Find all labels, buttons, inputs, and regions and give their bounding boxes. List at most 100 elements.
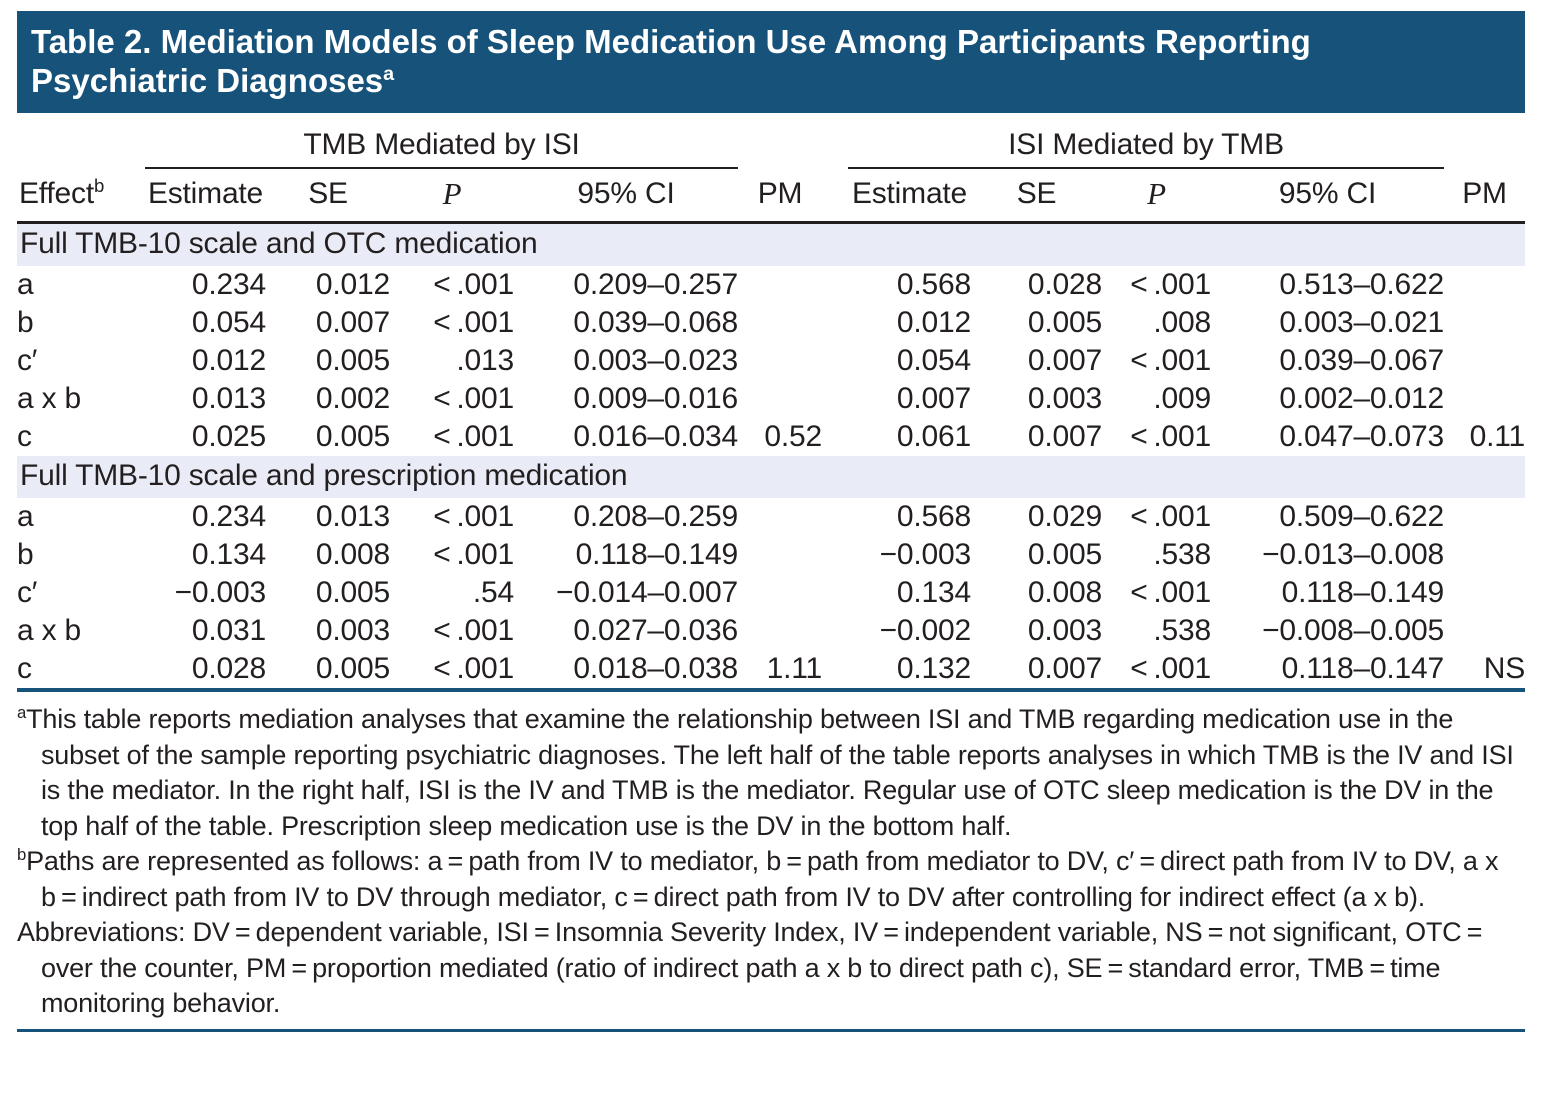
estimate-cell: 0.568 [896, 268, 971, 301]
pm-cell [738, 304, 822, 342]
gap-cell [822, 574, 848, 612]
table-row: a x b 0.013 0.002 < .001 0.009–0.016 0.007 0.0… [17, 380, 1525, 418]
gap-cell [822, 650, 848, 690]
col-header-estimate-left: Estimate [145, 168, 266, 224]
ci-cell: 0.039–0.067 [1279, 344, 1445, 377]
pm-cell [1444, 266, 1525, 304]
se-cell: 0.007 [1027, 344, 1102, 377]
ci-cell: 0.039–0.068 [573, 306, 738, 339]
table-row: b 0.134 0.008 < .001 0.118–0.149 −0.003 0.005.… [17, 536, 1525, 574]
table-body: Full TMB-10 scale and OTC medication a 0.2… [17, 222, 1526, 691]
pm-cell [738, 266, 822, 304]
estimate-cell: 0.007 [896, 382, 971, 415]
ci-cell: 0.003–0.023 [573, 344, 738, 377]
ci-cell: 0.027–0.036 [573, 614, 738, 647]
effect-cell: c [17, 652, 32, 685]
ci-cell: 0.118–0.147 [1281, 652, 1445, 685]
p-cell: < .001 [433, 420, 514, 453]
se-cell: 0.029 [1027, 500, 1102, 533]
ci-cell: 0.209–0.257 [573, 268, 738, 301]
col-header-ci-right: 95% CI [1211, 168, 1445, 224]
table-head: TMB Mediated by ISI ISI Mediated by TMB … [17, 127, 1526, 224]
spanner-row: TMB Mediated by ISI ISI Mediated by TMB [17, 127, 1525, 169]
effect-footnote-marker: b [93, 174, 105, 196]
se-cell: 0.003 [315, 614, 390, 647]
section-row: Full TMB-10 scale and prescription medic… [17, 456, 1526, 498]
table-row: c′ −0.003 0.005 .54 −0.014–0.007 0.134 0.008 < … [17, 574, 1525, 612]
effect-label: Effect [19, 176, 94, 210]
estimate-cell: 0.234 [191, 268, 266, 301]
abbreviations-text: Abbreviations: DV = dependent variable, … [17, 917, 1488, 1018]
ci-cell: 0.509–0.622 [1279, 500, 1445, 533]
footnotes: aThis table reports mediation analyses t… [17, 702, 1525, 1022]
ci-cell: 0.002–0.012 [1279, 382, 1445, 415]
section-row: Full TMB-10 scale and OTC medication [17, 222, 1526, 266]
col-header-ci-left: 95% CI [514, 168, 738, 224]
p-cell: < .001 [1130, 420, 1211, 453]
table-row: a x b 0.031 0.003 < .001 0.027–0.036 −0.002 0.… [17, 612, 1525, 650]
estimate-cell: 0.025 [191, 420, 266, 453]
gap-cell [822, 342, 848, 380]
effect-cell: a x b [17, 382, 82, 415]
p-cell: .54 [472, 576, 514, 609]
ci-cell: −0.013–0.008 [1262, 538, 1445, 571]
gap-cell [822, 380, 848, 418]
col-header-pm-left: PM [738, 168, 822, 224]
se-cell: 0.007 [315, 306, 390, 339]
footnote-b-marker: b [17, 845, 27, 864]
effect-cell: c [17, 420, 32, 453]
p-cell: < .001 [433, 500, 514, 533]
estimate-cell: −0.003 [174, 576, 267, 609]
table-row: c 0.025 0.005 < .001 0.016–0.034 0.52 0.061 0.0… [17, 418, 1525, 456]
pm-cell [1444, 574, 1525, 612]
effect-cell: a x b [17, 614, 82, 647]
ci-cell: −0.008–0.005 [1262, 614, 1445, 647]
estimate-cell: 0.234 [191, 500, 266, 533]
p-cell: < .001 [1130, 344, 1211, 377]
ci-cell: 0.047–0.073 [1279, 420, 1445, 453]
effect-cell: c′ [17, 344, 38, 377]
se-cell: 0.005 [1027, 306, 1102, 339]
pm-cell: 0.52 [764, 420, 822, 453]
estimate-cell: 0.028 [191, 652, 266, 685]
pm-cell [738, 342, 822, 380]
gap-cell [822, 266, 848, 304]
table-title-line1: Table 2. Mediation Models of Sleep Medic… [31, 23, 1311, 60]
table-title-line2: Psychiatric Diagnoses [31, 62, 384, 99]
se-cell: 0.013 [315, 500, 390, 533]
pm-cell [738, 574, 822, 612]
pm-cell [738, 612, 822, 650]
spanner-right: ISI Mediated by TMB [848, 127, 1445, 169]
se-cell: 0.007 [1027, 652, 1102, 685]
se-cell: 0.005 [315, 652, 390, 685]
spanner-spacer [822, 127, 848, 168]
se-cell: 0.008 [1027, 576, 1102, 609]
table-title-footnote-marker: a [383, 63, 395, 85]
spanner-spacer [17, 127, 145, 168]
ci-cell: 0.009–0.016 [573, 382, 738, 415]
col-header-p-right: P [1102, 168, 1211, 224]
estimate-cell: 0.012 [896, 306, 971, 339]
ci-cell: 0.016–0.034 [573, 420, 738, 453]
se-cell: 0.003 [1027, 614, 1102, 647]
ci-cell: 0.018–0.038 [573, 652, 738, 685]
se-cell: 0.008 [315, 538, 390, 571]
pm-cell [1444, 536, 1525, 574]
p-cell: < .001 [433, 614, 514, 647]
ci-cell: 0.208–0.259 [573, 500, 738, 533]
estimate-cell: 0.061 [896, 420, 971, 453]
footnote-a: aThis table reports mediation analyses t… [17, 702, 1525, 844]
pm-cell [1444, 342, 1525, 380]
pm-cell: 0.11 [1469, 420, 1526, 453]
gap-cell [822, 498, 848, 536]
se-cell: 0.028 [1027, 268, 1102, 301]
table-row: a 0.234 0.012 < .001 0.209–0.257 0.568 0.028 < … [17, 266, 1525, 304]
table-row: c 0.028 0.005 < .001 0.018–0.038 1.11 0.132 0.0… [17, 650, 1525, 690]
section-label: Full TMB-10 scale and OTC medication [17, 222, 1526, 266]
pm-cell [1444, 380, 1525, 418]
pm-cell [738, 536, 822, 574]
pm-cell: NS [1483, 652, 1526, 685]
col-header-se-right: SE [971, 168, 1102, 224]
p-cell: .538 [1153, 538, 1211, 571]
effect-cell: a [17, 268, 34, 301]
